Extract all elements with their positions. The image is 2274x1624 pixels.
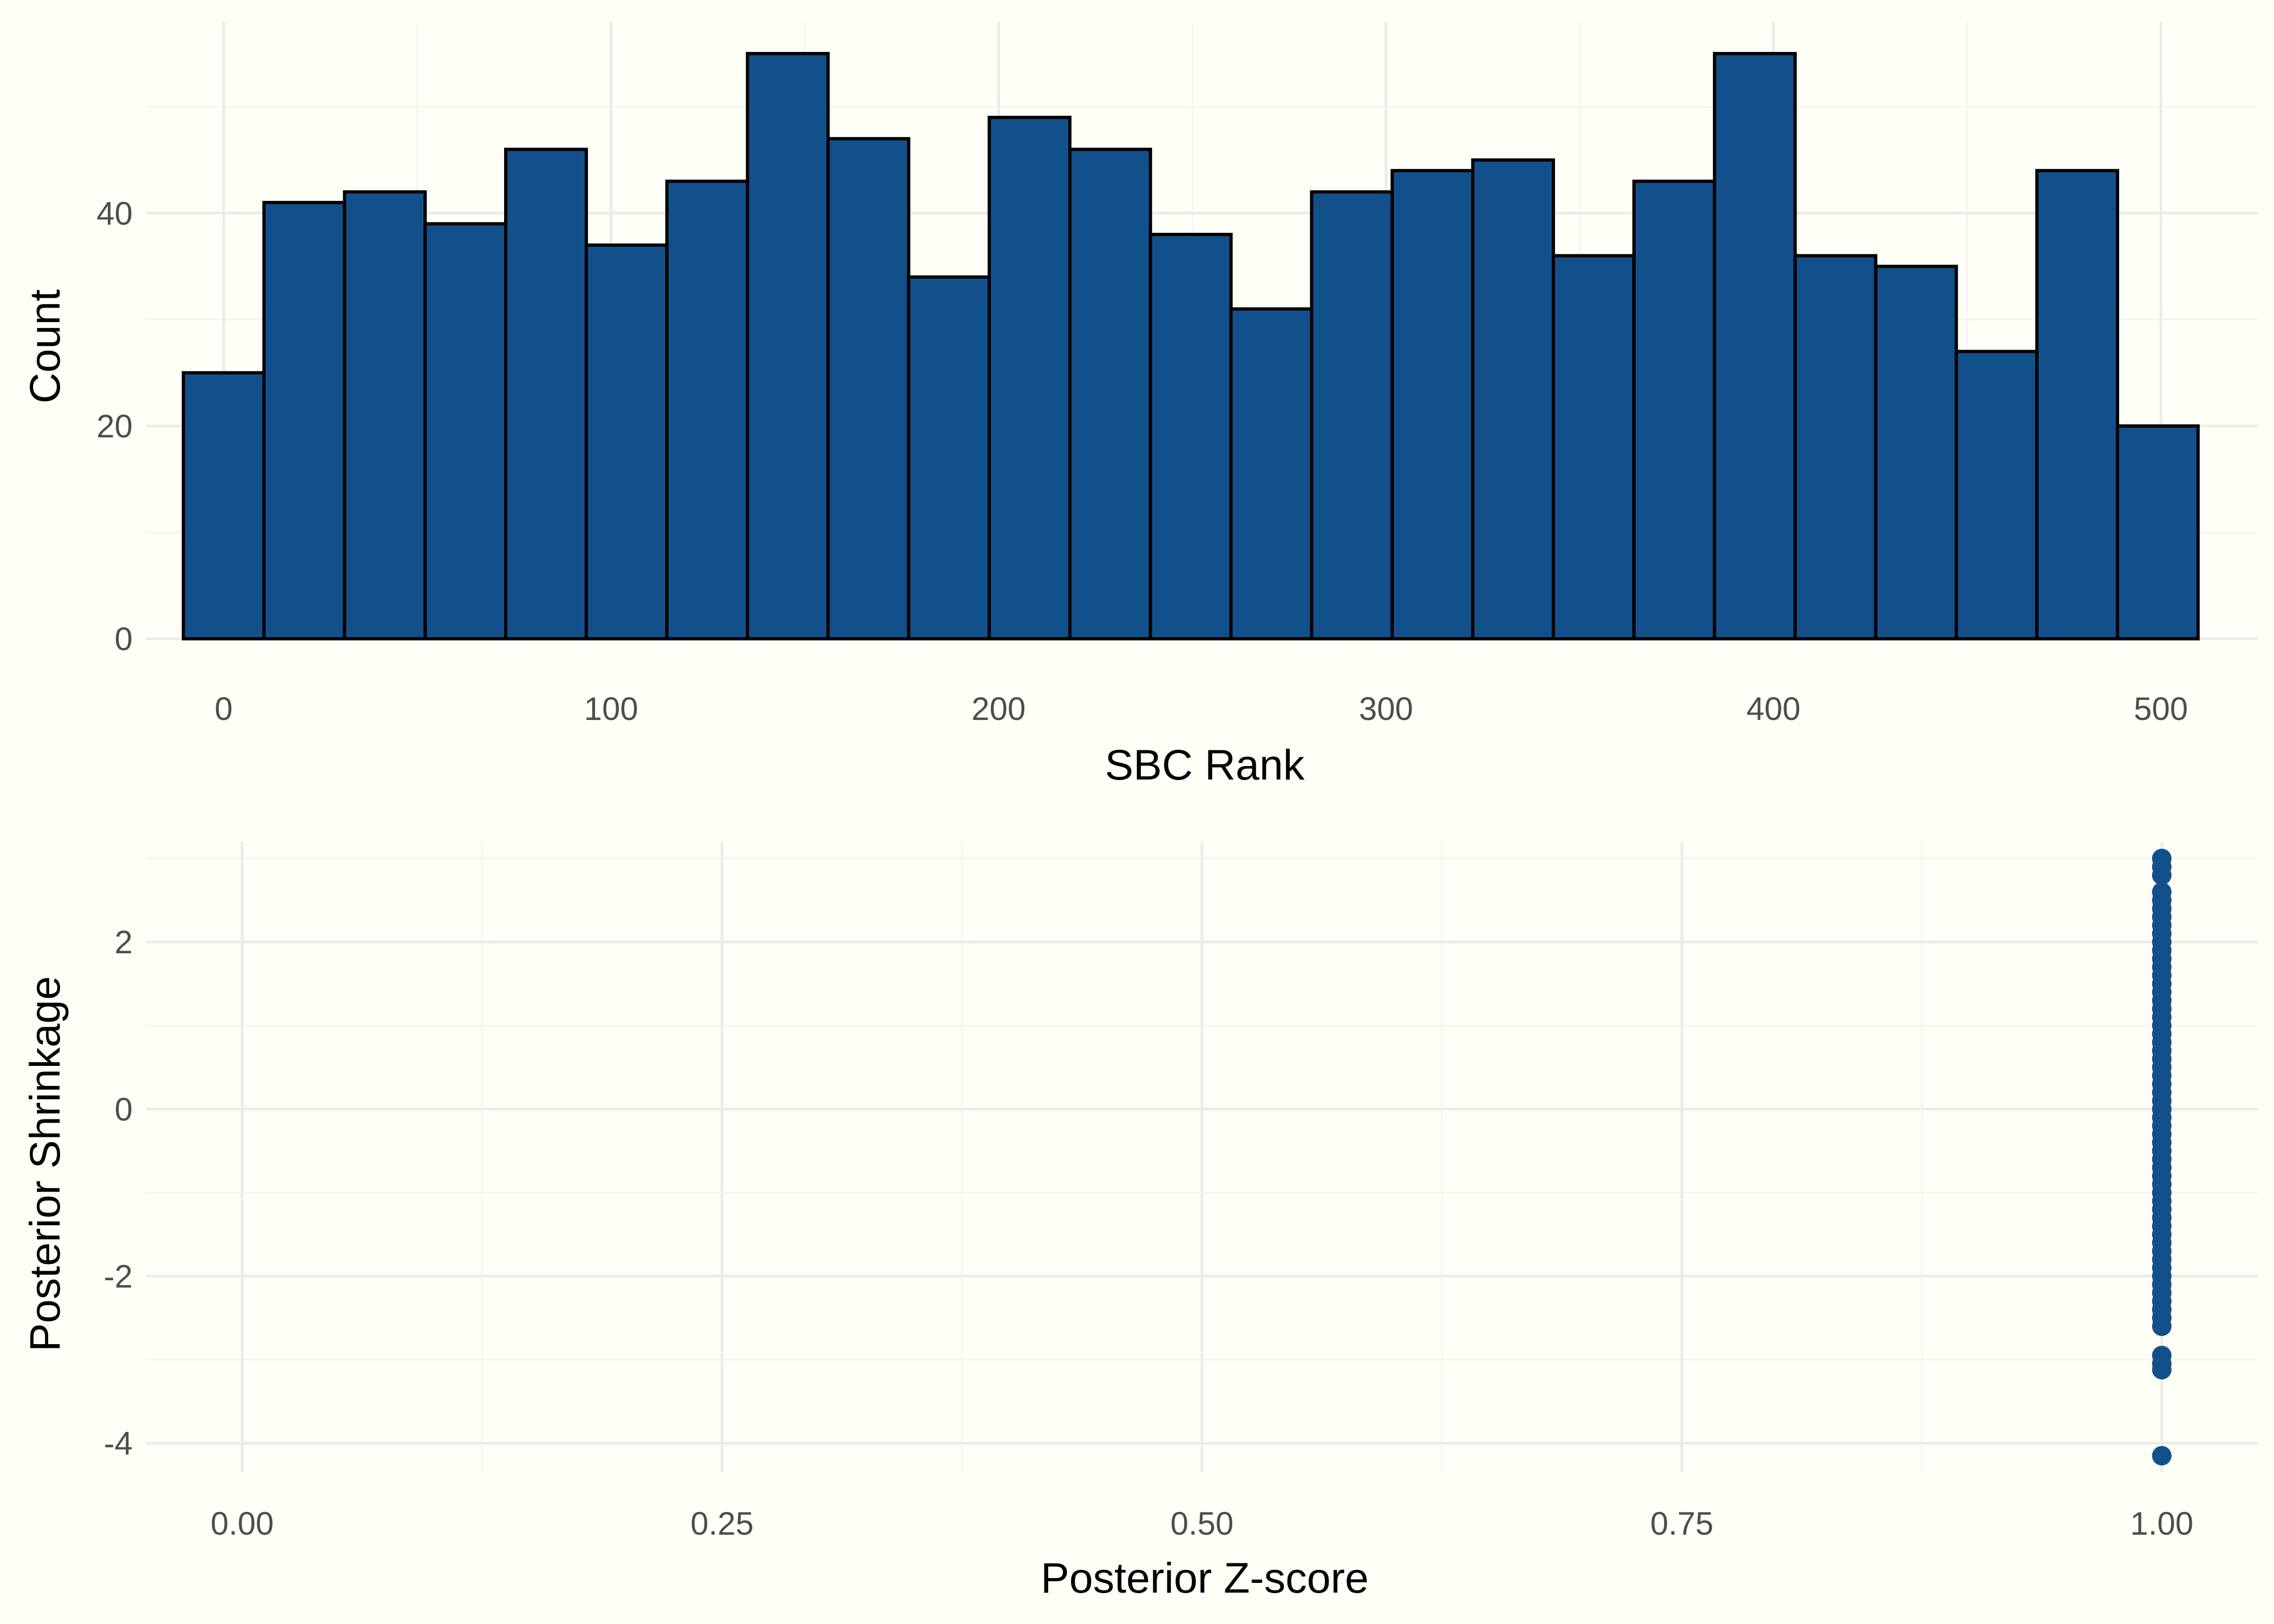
histogram-bar (1390, 169, 1475, 640)
scatter-x-tick-label: 0.00 (211, 1505, 274, 1542)
scatter-point (2152, 865, 2172, 885)
histogram-bar (1229, 307, 1314, 640)
scatter-y-tick-label: 2 (115, 924, 133, 960)
histogram-y-tick-label: 20 (96, 408, 133, 444)
histogram-bar (1148, 233, 1233, 640)
histogram-x-tick-label: 400 (1746, 691, 1800, 727)
scatter-x-tick-label: 0.50 (1171, 1505, 1234, 1542)
histogram-bar (665, 179, 749, 640)
scatter-x-axis-title: Posterior Z-score (1041, 1554, 1369, 1602)
scatter-x-tick-labels: 0.00 0.25 0.50 0.75 1.00 (211, 1505, 2193, 1542)
histogram-bar (1068, 147, 1152, 640)
sbc-rank-histogram: 0 100 200 300 400 500 0 20 40 SBC Rank Count (21, 22, 2258, 789)
histogram-bar (1310, 190, 1394, 640)
histogram-bar (343, 190, 427, 640)
scatter-x-tick-label: 1.00 (2130, 1505, 2193, 1542)
histogram-x-tick-labels: 0 100 200 300 400 500 (214, 691, 2188, 727)
histogram-x-tick-label: 300 (1359, 691, 1413, 727)
histogram-bar (2115, 424, 2200, 640)
histogram-y-tick-label: 0 (115, 621, 133, 657)
histogram-bar (1955, 350, 2039, 640)
histogram-y-tick-label: 40 (96, 195, 133, 232)
histogram-bar (1874, 265, 1958, 640)
scatter-points (2152, 848, 2172, 1466)
histogram-x-axis-title: SBC Rank (1105, 741, 1305, 789)
histogram-bar (504, 147, 588, 640)
histogram-bar (2035, 169, 2119, 640)
scatter-point (2152, 1316, 2172, 1336)
scatter-gridlines (146, 842, 2258, 1472)
histogram-bar (262, 201, 347, 640)
histogram-bar (746, 51, 830, 640)
posterior-scatter: 0.00 0.25 0.50 0.75 1.00 -4 -2 0 2 Posterior Z-… (21, 842, 2258, 1602)
histogram-x-tick-label: 200 (971, 691, 1025, 727)
histogram-bars (181, 51, 2200, 641)
histogram-bar (1471, 158, 1556, 641)
scatter-y-tick-labels: -4 -2 0 2 (104, 924, 133, 1462)
histogram-bar (1552, 254, 1636, 640)
histogram-y-axis-title: Count (21, 290, 69, 404)
histogram-bar (826, 137, 911, 640)
scatter-x-tick-label: 0.75 (1650, 1505, 1714, 1542)
histogram-bar (1632, 179, 1716, 640)
histogram-y-tick-labels: 0 20 40 (96, 195, 133, 657)
histogram-bar (988, 115, 1071, 640)
scatter-point (2152, 1360, 2172, 1380)
histogram-bar (1713, 51, 1797, 640)
scatter-x-tick-label: 0.25 (690, 1505, 754, 1542)
scatter-y-tick-label: -4 (104, 1425, 133, 1462)
histogram-bar (1793, 254, 1878, 640)
scatter-y-tick-label: 0 (115, 1091, 133, 1128)
scatter-point (2152, 1446, 2172, 1466)
histogram-x-tick-label: 500 (2134, 691, 2188, 727)
histogram-bar (423, 222, 508, 640)
histogram-x-tick-label: 0 (214, 691, 232, 727)
scatter-y-tick-label: -2 (104, 1258, 133, 1294)
histogram-bar (907, 275, 991, 641)
histogram-bar (181, 371, 266, 640)
scatter-y-axis-title: Posterior Shrinkage (21, 976, 69, 1352)
histogram-bar (584, 243, 669, 640)
histogram-x-tick-label: 100 (584, 691, 638, 727)
